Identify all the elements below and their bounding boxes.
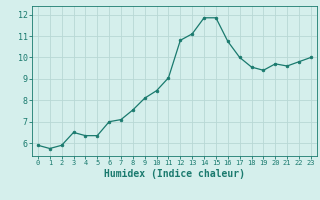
X-axis label: Humidex (Indice chaleur): Humidex (Indice chaleur) [104,169,245,179]
